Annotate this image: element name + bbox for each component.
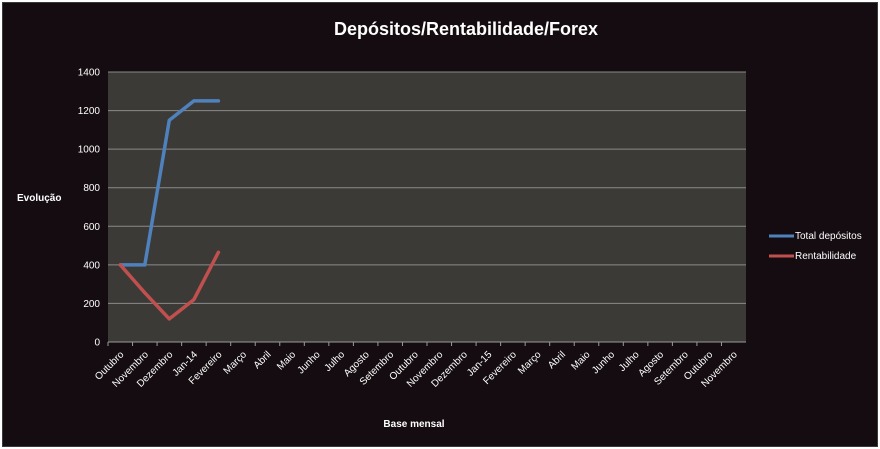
y-tick-label: 200 <box>83 299 100 310</box>
legend: Total depósitos Rentabilidade <box>769 231 862 262</box>
y-tick-label: 800 <box>83 183 100 194</box>
x-axis-title: Base mensal <box>383 419 444 430</box>
x-tick-label: Abril <box>252 349 274 371</box>
y-tick-label: 1200 <box>78 106 101 117</box>
x-axis-ticks: OutubroNovembroDezembroJan-14FevereiroMa… <box>93 342 740 390</box>
y-tick-label: 1000 <box>78 145 101 156</box>
plot-area <box>108 72 746 342</box>
y-tick-label: 1400 <box>78 68 101 79</box>
line-chart: Depósitos/Rentabilidade/Forex 0 200 400 600… <box>17 19 862 430</box>
y-tick-label: 600 <box>83 222 100 233</box>
series-lines <box>118 99 221 321</box>
chart-title: Depósitos/Rentabilidade/Forex <box>334 19 598 39</box>
series-line-rentabilidade <box>118 250 221 321</box>
gridlines <box>108 71 746 304</box>
x-tick-label: Março <box>516 349 544 377</box>
y-axis-title: Evolução <box>17 193 61 204</box>
y-axis-ticks: 0 200 400 600 800 1000 1200 1400 <box>78 68 101 349</box>
x-tick-label: Junho <box>296 349 323 376</box>
legend-label-rentabilidade: Rentabilidade <box>795 251 857 262</box>
x-tick-label: Março <box>222 349 250 377</box>
y-tick-label: 0 <box>94 338 100 349</box>
y-tick-label: 400 <box>83 260 100 271</box>
legend-label-total-depositos: Total depósitos <box>795 231 862 242</box>
x-tick-label: Abril <box>546 349 568 371</box>
x-tick-label: Junho <box>590 349 617 376</box>
series-line-total-depositos <box>118 99 221 267</box>
